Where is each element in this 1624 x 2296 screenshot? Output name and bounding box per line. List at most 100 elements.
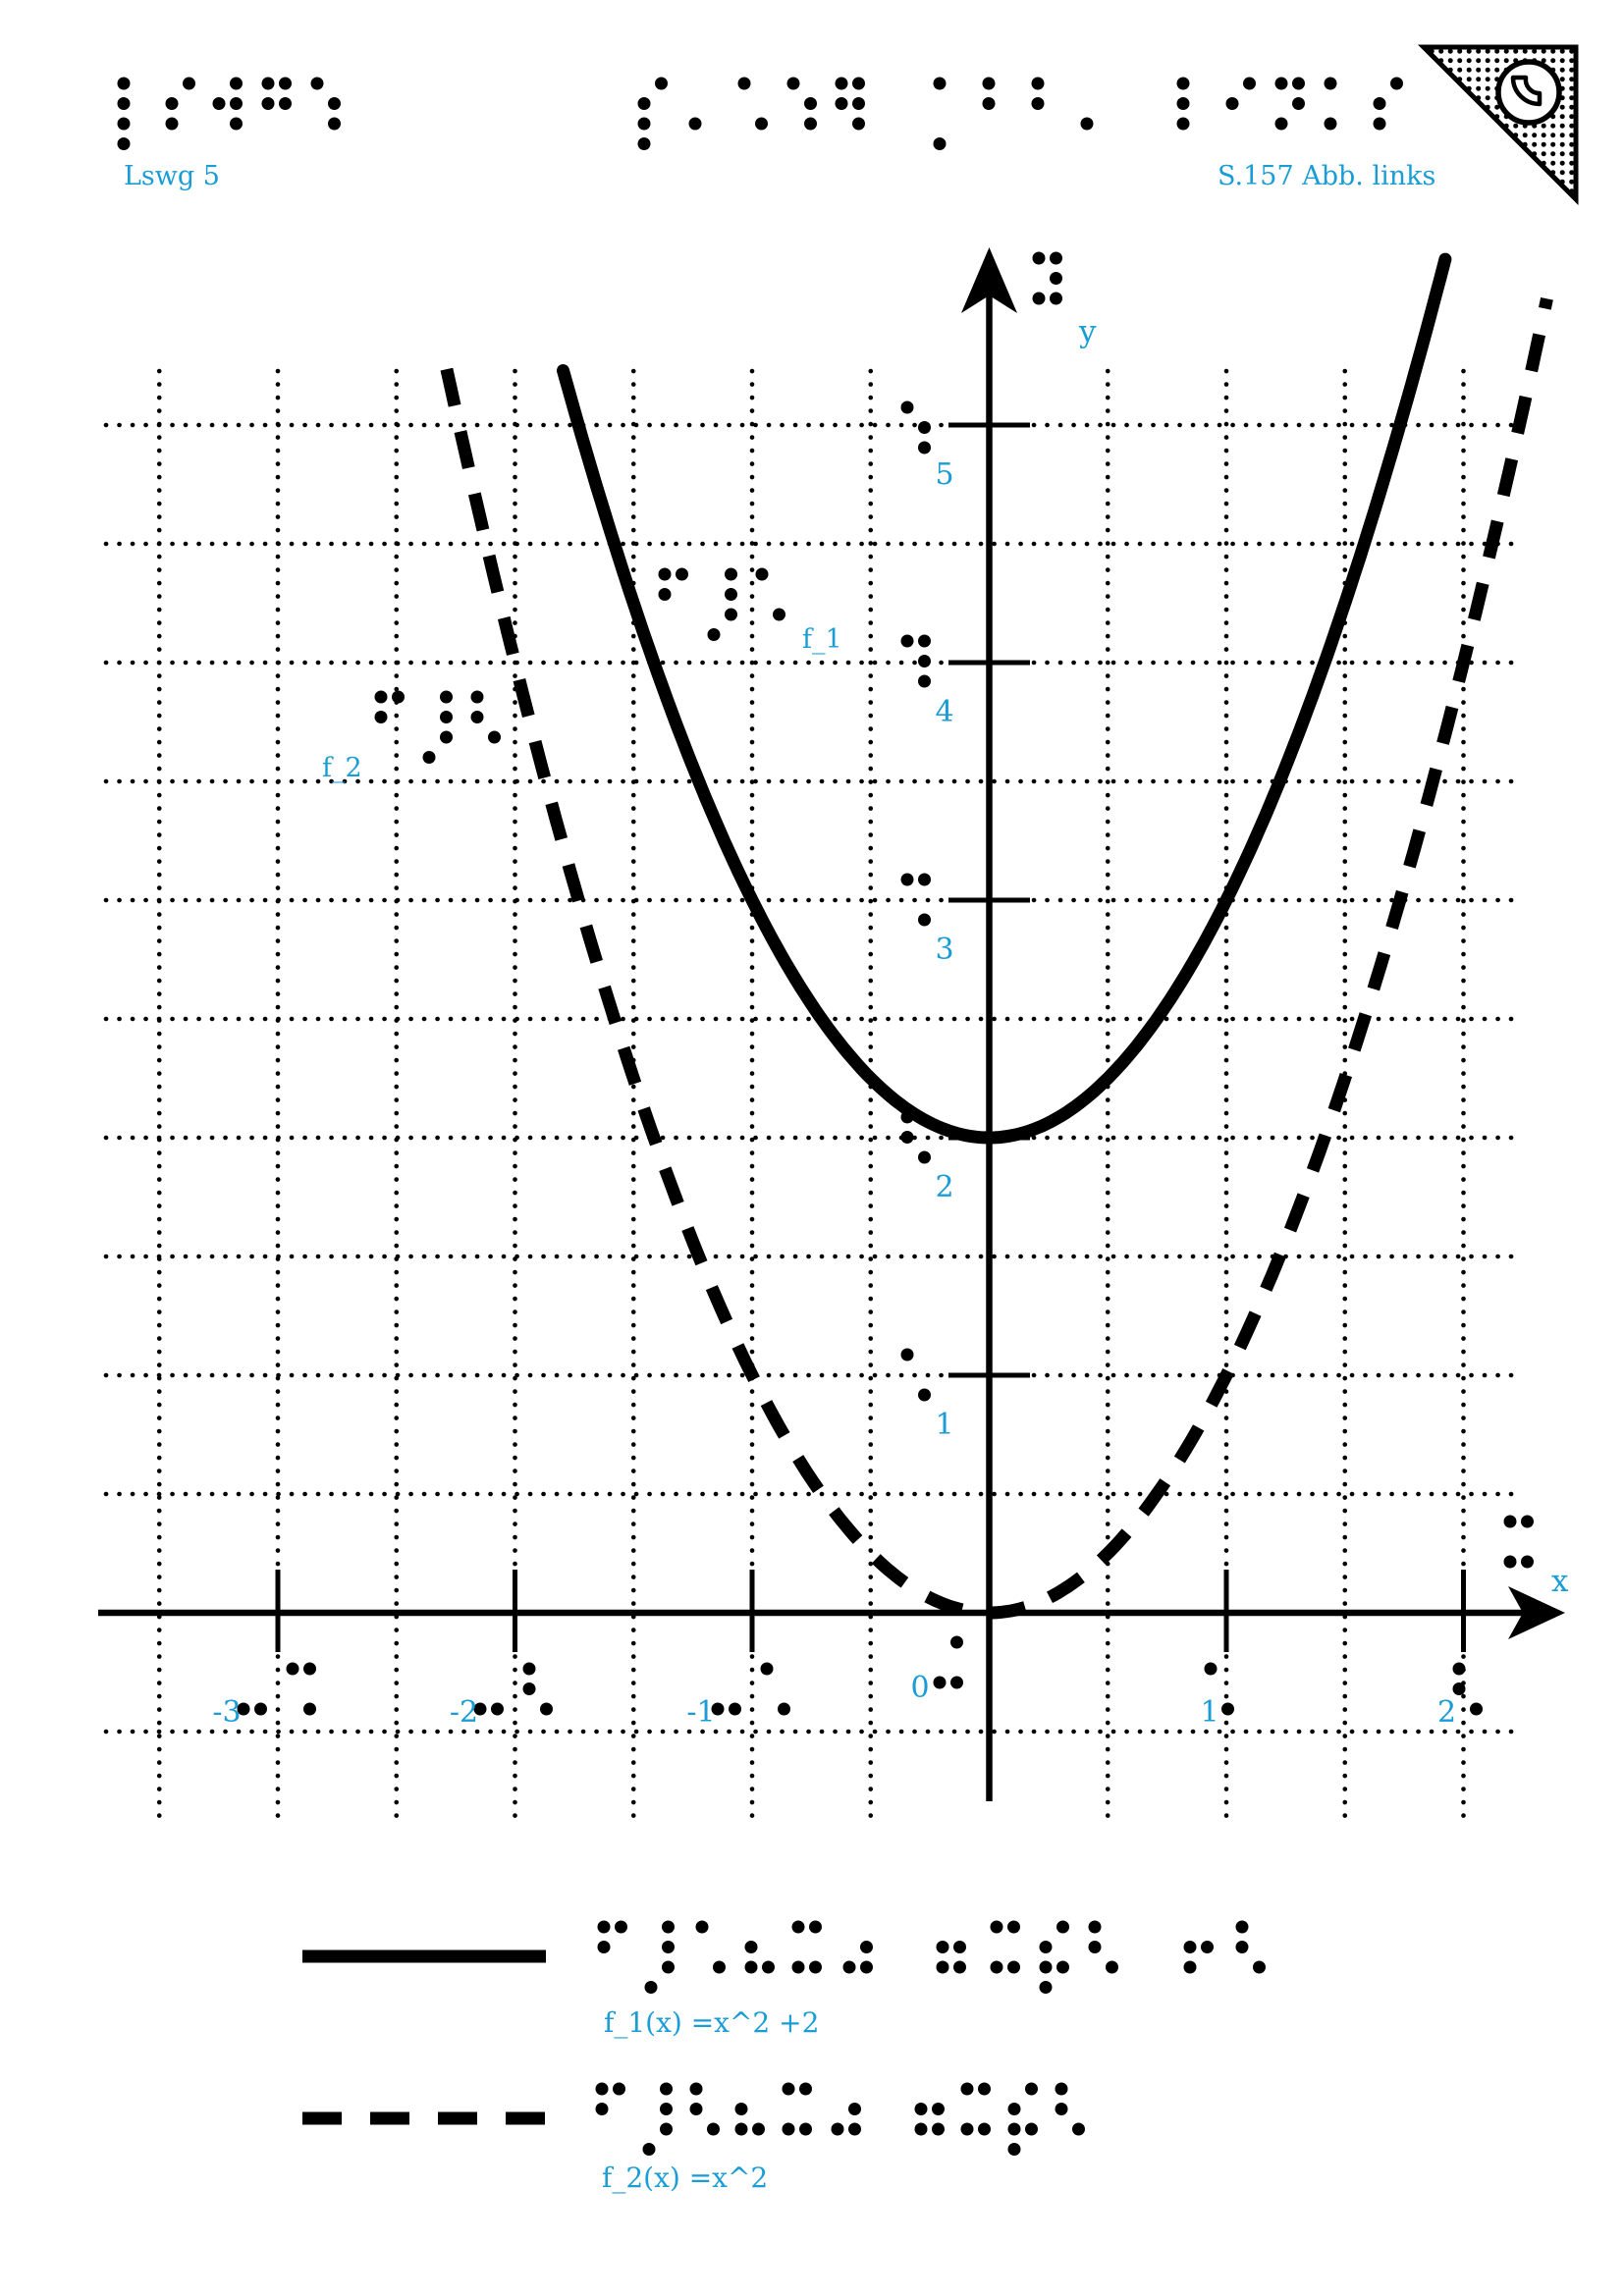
braille-dot bbox=[1235, 1941, 1249, 1953]
braille-legend-line1 bbox=[597, 1920, 1266, 1994]
braille-dot bbox=[117, 137, 131, 150]
braille-dot bbox=[918, 441, 931, 454]
braille-dot bbox=[1032, 251, 1046, 265]
braille-dot bbox=[1452, 1682, 1466, 1695]
braille-dot bbox=[982, 77, 996, 90]
braille-dot bbox=[374, 711, 388, 723]
braille-dot bbox=[778, 1702, 790, 1716]
braille-dot bbox=[762, 1960, 775, 1974]
braille-dot bbox=[183, 77, 195, 90]
braille-dot bbox=[1201, 1941, 1214, 1953]
braille-dot bbox=[848, 2122, 861, 2136]
braille-dot bbox=[990, 1920, 1003, 1934]
braille-dot bbox=[752, 2122, 765, 2136]
braille-dot bbox=[791, 1920, 805, 1934]
braille-dot bbox=[230, 77, 243, 90]
braille-dot bbox=[1235, 1920, 1249, 1934]
braille-dot bbox=[852, 77, 865, 90]
braille-dot bbox=[725, 567, 737, 581]
braille-dot bbox=[960, 2122, 974, 2136]
braille-layer bbox=[117, 77, 1534, 2156]
braille-dot bbox=[1176, 117, 1190, 131]
braille-dot bbox=[1007, 2143, 1021, 2156]
braille-dot bbox=[1274, 117, 1288, 131]
braille-dot bbox=[782, 2122, 795, 2136]
braille-dot bbox=[660, 2082, 673, 2096]
braille-dot bbox=[918, 873, 931, 886]
braille-dot bbox=[637, 97, 651, 110]
braille-dot bbox=[597, 1941, 611, 1953]
curve-f1-print-label: f_1 bbox=[802, 624, 842, 655]
braille-dot bbox=[734, 2103, 748, 2115]
x-tick-label: 2 bbox=[1437, 1695, 1456, 1730]
braille-dot bbox=[933, 77, 947, 90]
phone-icon bbox=[1510, 75, 1543, 107]
braille-dot bbox=[900, 634, 914, 648]
braille-dot bbox=[117, 97, 131, 110]
braille-dot bbox=[918, 913, 931, 927]
braille-dot bbox=[1088, 1941, 1102, 1953]
braille-dot bbox=[978, 2122, 991, 2136]
braille-dot bbox=[597, 1920, 611, 1934]
braille-dot bbox=[1221, 1702, 1234, 1716]
braille-dot bbox=[1470, 1702, 1483, 1716]
braille-dot bbox=[1176, 77, 1190, 90]
braille-dot bbox=[689, 2103, 703, 2115]
y-axis-arrow-icon bbox=[961, 247, 1017, 313]
braille-dot bbox=[953, 1960, 966, 1974]
braille-dot bbox=[522, 1682, 536, 1695]
braille-dot bbox=[950, 1676, 963, 1689]
braille-xtick-p1 bbox=[1204, 1662, 1234, 1716]
braille-dot bbox=[689, 2082, 703, 2096]
braille-dot bbox=[165, 117, 179, 131]
braille-dot bbox=[1373, 117, 1386, 131]
braille-xtick-p2 bbox=[1452, 1662, 1483, 1716]
braille-dot bbox=[809, 1960, 822, 1974]
braille-dot bbox=[1088, 1920, 1102, 1934]
origin-label: 0 bbox=[910, 1671, 929, 1705]
braille-dot bbox=[1521, 1555, 1534, 1569]
braille-dot bbox=[744, 1941, 758, 1953]
braille-dot bbox=[662, 1941, 675, 1953]
braille-dot bbox=[1050, 292, 1062, 305]
braille-dot bbox=[303, 1702, 316, 1716]
y-tick-label: 5 bbox=[935, 457, 953, 492]
braille-dot bbox=[1007, 1960, 1020, 1974]
braille-dot bbox=[392, 690, 405, 704]
braille-dot bbox=[791, 1960, 805, 1974]
x-tick-label: -3 bbox=[212, 1695, 241, 1730]
x-axis-arrow-icon bbox=[1508, 1586, 1565, 1639]
braille-dot bbox=[1007, 1920, 1020, 1934]
braille-dot bbox=[1373, 97, 1386, 110]
braille-dot bbox=[637, 117, 651, 131]
braille-dot bbox=[755, 117, 768, 131]
braille-dot bbox=[1039, 1941, 1053, 1953]
braille-dot bbox=[1292, 77, 1305, 90]
y-tick-label: 4 bbox=[935, 695, 953, 729]
braille-dot bbox=[978, 2082, 991, 2096]
braille-dot bbox=[960, 2082, 974, 2096]
legend-label-f2: f_2(x) =x^2 bbox=[602, 2162, 768, 2194]
braille-dot bbox=[117, 117, 131, 131]
braille-dot bbox=[713, 1960, 726, 1974]
braille-dot bbox=[918, 655, 931, 667]
braille-dot bbox=[1050, 272, 1062, 285]
braille-dot bbox=[1055, 2082, 1068, 2096]
braille-dot bbox=[734, 2122, 748, 2136]
braille-dot bbox=[744, 1960, 758, 1974]
braille-dot bbox=[900, 873, 914, 886]
braille-xtick-0 bbox=[933, 1635, 963, 1689]
braille-dot bbox=[615, 1920, 627, 1934]
braille-dot bbox=[1007, 2103, 1021, 2115]
braille-dot bbox=[1521, 1515, 1534, 1528]
braille-ytick-2 bbox=[900, 1110, 931, 1164]
braille-dot bbox=[1452, 1662, 1466, 1676]
braille-dot bbox=[1025, 2082, 1038, 2096]
braille-dot bbox=[1031, 97, 1045, 110]
braille-dot bbox=[1324, 117, 1337, 131]
braille-curve-f1-label bbox=[658, 567, 785, 641]
braille-dot bbox=[1072, 2122, 1085, 2136]
braille-dot bbox=[1292, 97, 1305, 110]
